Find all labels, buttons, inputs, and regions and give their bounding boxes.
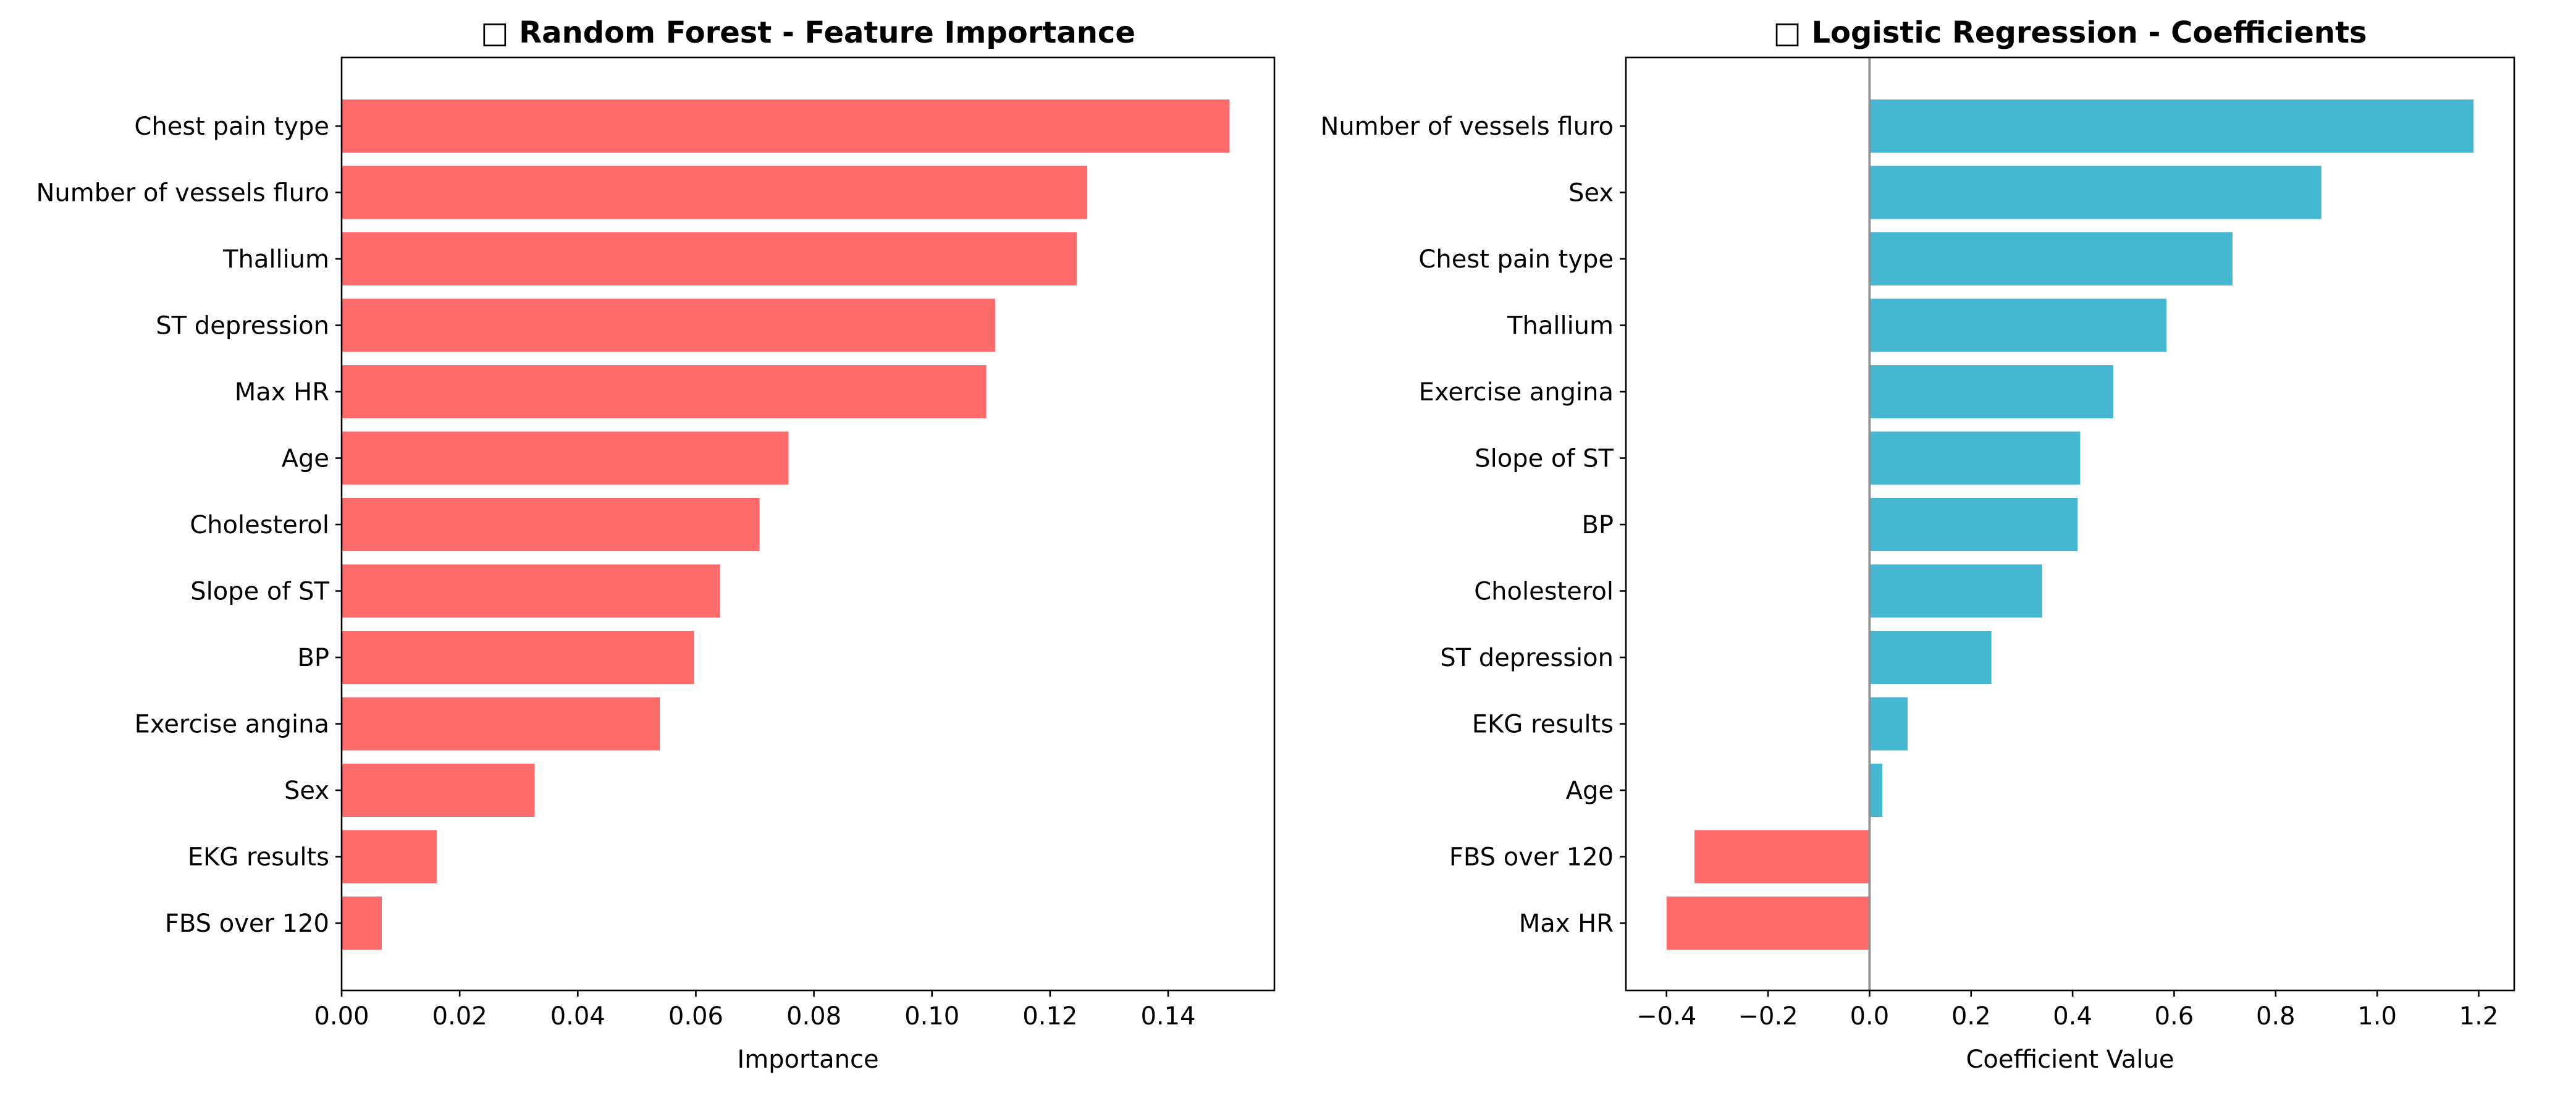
bar-age: [342, 431, 789, 485]
x-axis-label: Coefficient Value: [1966, 1045, 2174, 1074]
chart-title: □ Random Forest - Feature Importance: [481, 15, 1135, 50]
x-axis-label: Importance: [737, 1045, 878, 1074]
chart-panel-rf: □ Random Forest - Feature Importance Ches…: [36, 15, 1276, 1074]
y-tick-label: Thallium: [222, 245, 329, 274]
bar-fbs-over-120: [1694, 830, 1870, 884]
x-tick-label: 0.08: [786, 1002, 841, 1031]
bar-bp: [342, 631, 694, 684]
y-tick-label: Chest pain type: [1418, 245, 1614, 274]
bar-sex: [342, 764, 535, 817]
bar-slope-of-st: [1869, 431, 2081, 485]
bar-exercise-angina: [1869, 365, 2113, 418]
y-tick-label: ST depression: [156, 312, 329, 340]
x-tick-label: 0.02: [432, 1002, 487, 1031]
bar-age: [1869, 764, 1882, 817]
bar-max-hr: [342, 365, 987, 418]
y-tick-label: BP: [297, 644, 329, 672]
x-tick-label: 0.04: [550, 1002, 605, 1031]
y-tick-label: Slope of ST: [1475, 445, 1614, 473]
bar-cholesterol: [1869, 564, 2042, 618]
y-tick-label: FBS over 120: [165, 909, 329, 938]
bar-st-depression: [1869, 631, 1992, 684]
y-tick-label: ST depression: [1440, 644, 1614, 672]
bar-ekg-results: [1869, 697, 1908, 751]
y-tick-label: BP: [1581, 511, 1614, 539]
y-tick-label: Cholesterol: [190, 511, 329, 539]
x-tick-label: 0.10: [904, 1002, 959, 1031]
bar-slope-of-st: [342, 564, 720, 618]
y-tick-label: Cholesterol: [1474, 578, 1614, 606]
bar-number-of-vessels-fluro: [342, 166, 1088, 219]
y-tick-label: EKG results: [1472, 711, 1614, 739]
y-tick-label: Exercise angina: [135, 711, 329, 739]
x-tick-label: 0.12: [1022, 1002, 1077, 1031]
x-tick-label: 1.2: [2459, 1002, 2499, 1031]
x-tick-label: −0.2: [1738, 1002, 1798, 1031]
x-tick-label: 0.8: [2256, 1002, 2296, 1031]
x-tick-label: 0.0: [1850, 1002, 1890, 1031]
bar-number-of-vessels-fluro: [1869, 99, 2474, 153]
x-tick-label: 0.06: [668, 1002, 723, 1031]
y-tick-label: FBS over 120: [1449, 843, 1614, 872]
y-tick-label: Age: [282, 445, 329, 473]
x-tick-label: 0.6: [2155, 1002, 2194, 1031]
x-tick-label: 0.00: [314, 1002, 369, 1031]
bar-cholesterol: [342, 498, 760, 551]
y-tick-label: Number of vessels fluro: [1321, 112, 1614, 141]
bar-chest-pain-type: [1869, 232, 2233, 285]
bar-st-depression: [342, 298, 995, 352]
chart-panel-lr: □ Logistic Regression - Coefficients Numb…: [1321, 15, 2515, 1074]
bar-thallium: [1869, 298, 2167, 352]
y-tick-label: EKG results: [188, 843, 329, 872]
y-tick-label: Chest pain type: [134, 112, 329, 141]
y-tick-label: Thallium: [1507, 312, 1614, 340]
y-tick-label: Exercise angina: [1419, 378, 1614, 407]
bar-exercise-angina: [342, 697, 660, 751]
x-tick-label: 1.0: [2357, 1002, 2397, 1031]
bar-chest-pain-type: [342, 99, 1230, 153]
x-tick-label: 0.14: [1140, 1002, 1195, 1031]
y-tick-label: Sex: [1568, 179, 1614, 208]
x-tick-label: −0.4: [1636, 1002, 1696, 1031]
y-tick-label: Number of vessels fluro: [36, 179, 330, 208]
y-tick-label: Age: [1566, 777, 1614, 805]
bar-sex: [1869, 166, 2321, 219]
y-tick-label: Max HR: [1519, 909, 1614, 938]
x-tick-label: 0.2: [1951, 1002, 1991, 1031]
y-tick-label: Sex: [284, 777, 329, 805]
bar-fbs-over-120: [342, 897, 382, 950]
chart-title: □ Logistic Regression - Coefficients: [1773, 15, 2367, 50]
y-tick-label: Max HR: [235, 378, 329, 407]
bar-bp: [1869, 498, 2078, 551]
bar-ekg-results: [342, 830, 437, 884]
x-tick-label: 0.4: [2053, 1002, 2092, 1031]
y-tick-label: Slope of ST: [190, 578, 329, 606]
bar-max-hr: [1666, 897, 1870, 950]
bar-thallium: [342, 232, 1077, 285]
